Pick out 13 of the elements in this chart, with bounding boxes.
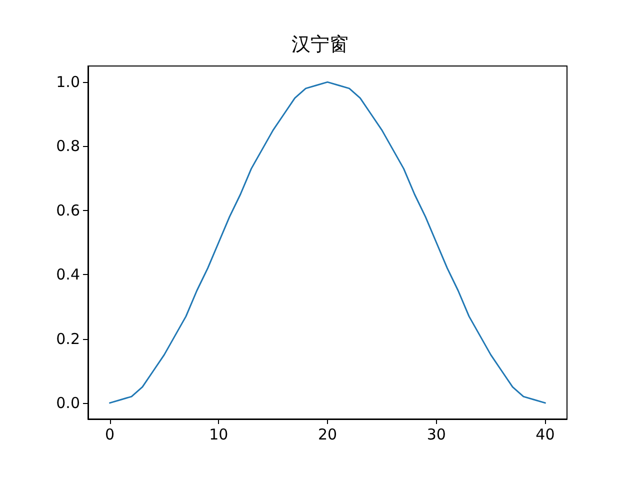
y-tick-label: 1.0 — [56, 73, 80, 92]
y-tick-label: 0.4 — [56, 266, 80, 284]
x-tick-label: 0 — [105, 426, 115, 444]
line-series — [109, 81, 546, 404]
y-tick-label: 0.2 — [56, 330, 80, 348]
x-tick-label: 10 — [209, 426, 228, 444]
y-tick-label: 0.6 — [56, 201, 80, 220]
chart-title: 汉宁窗 — [292, 34, 348, 56]
y-tick-label: 0.8 — [56, 137, 80, 156]
y-tick-label: 0.0 — [56, 394, 80, 412]
x-tick-label: 30 — [426, 426, 446, 444]
x-tick-label: 20 — [318, 426, 338, 444]
x-tick-label: 40 — [536, 426, 555, 444]
